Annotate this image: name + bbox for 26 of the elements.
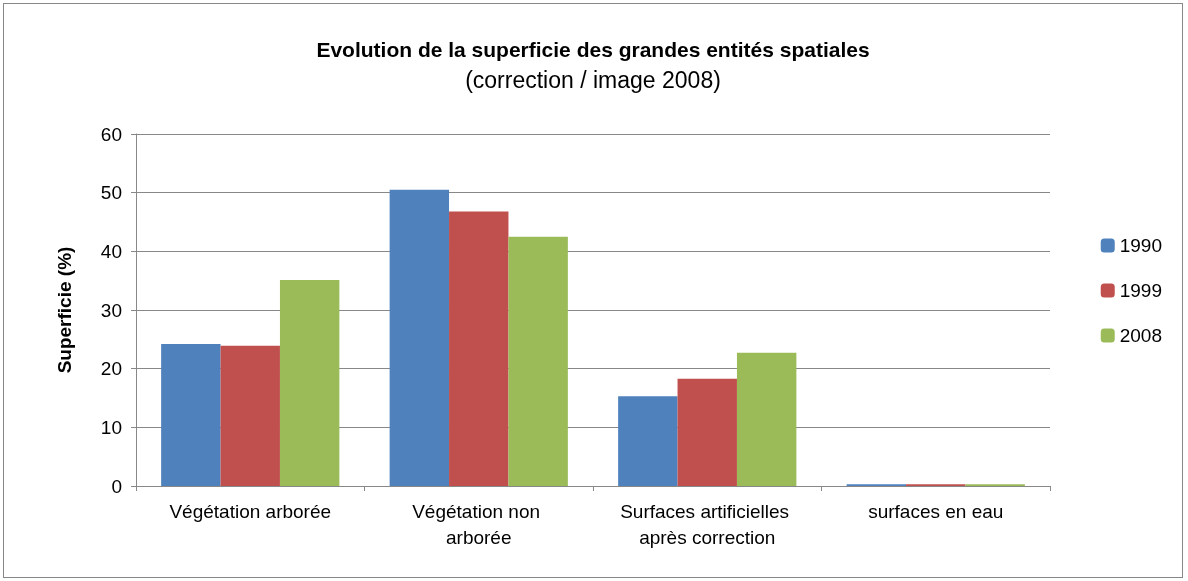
bar [736,352,797,486]
x-tick-label: Végétation arborée [169,500,332,522]
y-tick-label: 0 [111,475,122,497]
y-tick-label: 20 [100,358,122,380]
legend-label: 1990 [1119,235,1163,256]
bar [677,378,737,486]
bar [389,189,450,486]
y-tick-label: 10 [100,416,122,438]
bar [618,396,678,486]
y-tick-label: 50 [100,182,122,204]
y-tick-label: 40 [100,240,122,262]
x-tick-label: surfaces en eau [868,500,1004,522]
bar [279,280,340,486]
y-axis-title: Superficie (%) [54,246,75,374]
y-tick-label: 60 [100,123,122,145]
legend-label: 1999 [1119,280,1163,301]
bar [449,211,509,486]
x-tick-label: Surfaces artificielles après correction [620,500,795,548]
bar [508,236,568,486]
y-tick-label: 30 [100,299,122,321]
chart-subtitle: (correction / image 2008) [465,66,721,93]
bar [220,345,280,486]
chart-title: Evolution de la superficie des grandes entités spatiales [316,38,870,61]
legend-label: 2008 [1119,325,1163,346]
x-tick-label: Végétation non arborée [412,500,546,548]
bar [161,344,221,486]
